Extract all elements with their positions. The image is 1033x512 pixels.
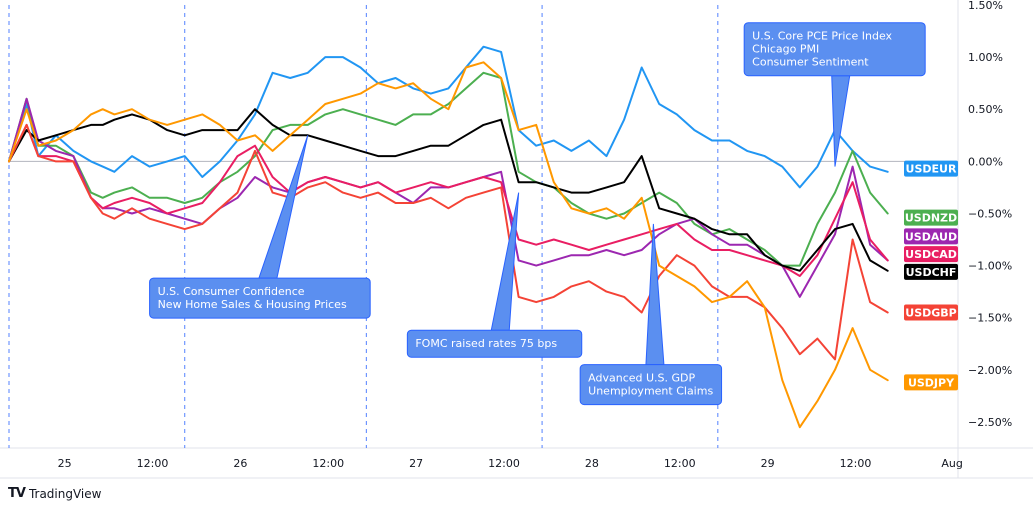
series-badge-usdnzd: USDNZD bbox=[904, 209, 958, 226]
callout-text: U.S. Core PCE Price Index bbox=[752, 30, 892, 43]
badge-label: USDJPY bbox=[908, 376, 955, 389]
series-badge-usdeur: USDEUR bbox=[904, 160, 958, 177]
series-badge-usdgbp: USDGBP bbox=[904, 304, 958, 321]
y-tick-label: −1.00% bbox=[968, 260, 1012, 273]
badge-label: USDAUD bbox=[905, 230, 957, 243]
x-tick-label: 29 bbox=[761, 457, 775, 470]
x-tick-label: 12:00 bbox=[312, 457, 344, 470]
callout-box bbox=[406, 329, 583, 358]
y-tick-label: 1.00% bbox=[968, 51, 1003, 64]
y-tick-label: 0.00% bbox=[968, 155, 1003, 168]
badge-label: USDGBP bbox=[905, 306, 956, 319]
y-tick-label: 0.50% bbox=[968, 103, 1003, 116]
brand-name: TradingView bbox=[28, 486, 102, 501]
x-tick-label: 12:00 bbox=[488, 457, 520, 470]
badge-label: USDCAD bbox=[905, 248, 957, 261]
series-line-usdgbp bbox=[8, 123, 889, 361]
callout-text: Chicago PMI bbox=[752, 43, 819, 56]
series-badge-usdchf: USDCHF bbox=[904, 263, 958, 280]
tradingview-logo-icon: TV bbox=[8, 486, 26, 501]
badge-bg bbox=[904, 374, 958, 391]
callout-text: Consumer Sentiment bbox=[752, 56, 869, 69]
callout-box bbox=[149, 277, 371, 319]
callout-pointer bbox=[258, 135, 309, 279]
callout-text: U.S. Consumer Confidence bbox=[158, 285, 305, 298]
badge-label: USDCHF bbox=[906, 266, 957, 279]
y-tick-label: −1.50% bbox=[968, 312, 1012, 325]
y-tick-label: 1.50% bbox=[968, 0, 1003, 12]
y-tick-label: −2.00% bbox=[968, 364, 1012, 377]
x-tick-label: 12:00 bbox=[137, 457, 169, 470]
series-line-usdchf bbox=[8, 108, 889, 272]
callout-box bbox=[579, 364, 723, 406]
tradingview-brand[interactable]: TV TradingView bbox=[8, 486, 101, 501]
badge-bg bbox=[904, 304, 958, 321]
x-tick-label: 27 bbox=[409, 457, 423, 470]
series-badge-usdcad: USDCAD bbox=[904, 246, 958, 263]
x-tick-label: 12:00 bbox=[664, 457, 696, 470]
series-line-usdaud bbox=[8, 97, 889, 298]
x-tick-label: 28 bbox=[585, 457, 599, 470]
badge-bg bbox=[904, 209, 958, 226]
series-line-usdnzd bbox=[8, 71, 889, 267]
callout-box bbox=[743, 22, 926, 77]
x-tick-label: 26 bbox=[233, 457, 247, 470]
series-line-usdeur bbox=[8, 45, 889, 189]
series-line-usdjpy bbox=[8, 61, 889, 429]
callout-text: FOMC raised rates 75 bps bbox=[415, 337, 557, 350]
badge-label: USDNZD bbox=[905, 212, 957, 225]
badge-bg bbox=[904, 263, 958, 280]
badge-label: USDEUR bbox=[906, 163, 957, 176]
badge-bg bbox=[904, 246, 958, 263]
y-tick-label: −0.50% bbox=[968, 207, 1012, 220]
x-tick-label: Aug bbox=[941, 457, 962, 470]
badge-bg bbox=[904, 160, 958, 177]
callout-text: Advanced U.S. GDP bbox=[588, 372, 695, 385]
callout-text: Unemployment Claims bbox=[588, 385, 713, 398]
y-tick-label: −2.50% bbox=[968, 416, 1012, 429]
axes: 1.50% 1.00% 0.50% 0.00% −0.50% −1.00% −1.50% −2… bbox=[0, 0, 1033, 479]
x-tick-label: 25 bbox=[58, 457, 72, 470]
callout-text: New Home Sales & Housing Prices bbox=[158, 298, 347, 311]
badge-bg bbox=[904, 228, 958, 245]
x-tick-label: 12:00 bbox=[840, 457, 872, 470]
series-badge-usdaud: USDAUD bbox=[904, 228, 958, 245]
annotation-callout: FOMC raised rates 75 bps bbox=[406, 192, 583, 358]
series-badge-usdjpy: USDJPY bbox=[904, 374, 958, 391]
series-badges: USDEUR USDNZD USDAUD USDCAD USDCHF USDGBP USDJ… bbox=[904, 160, 958, 391]
callout-pointer bbox=[831, 75, 851, 167]
series-lines bbox=[8, 45, 889, 429]
series-line-usdcad bbox=[8, 123, 889, 277]
